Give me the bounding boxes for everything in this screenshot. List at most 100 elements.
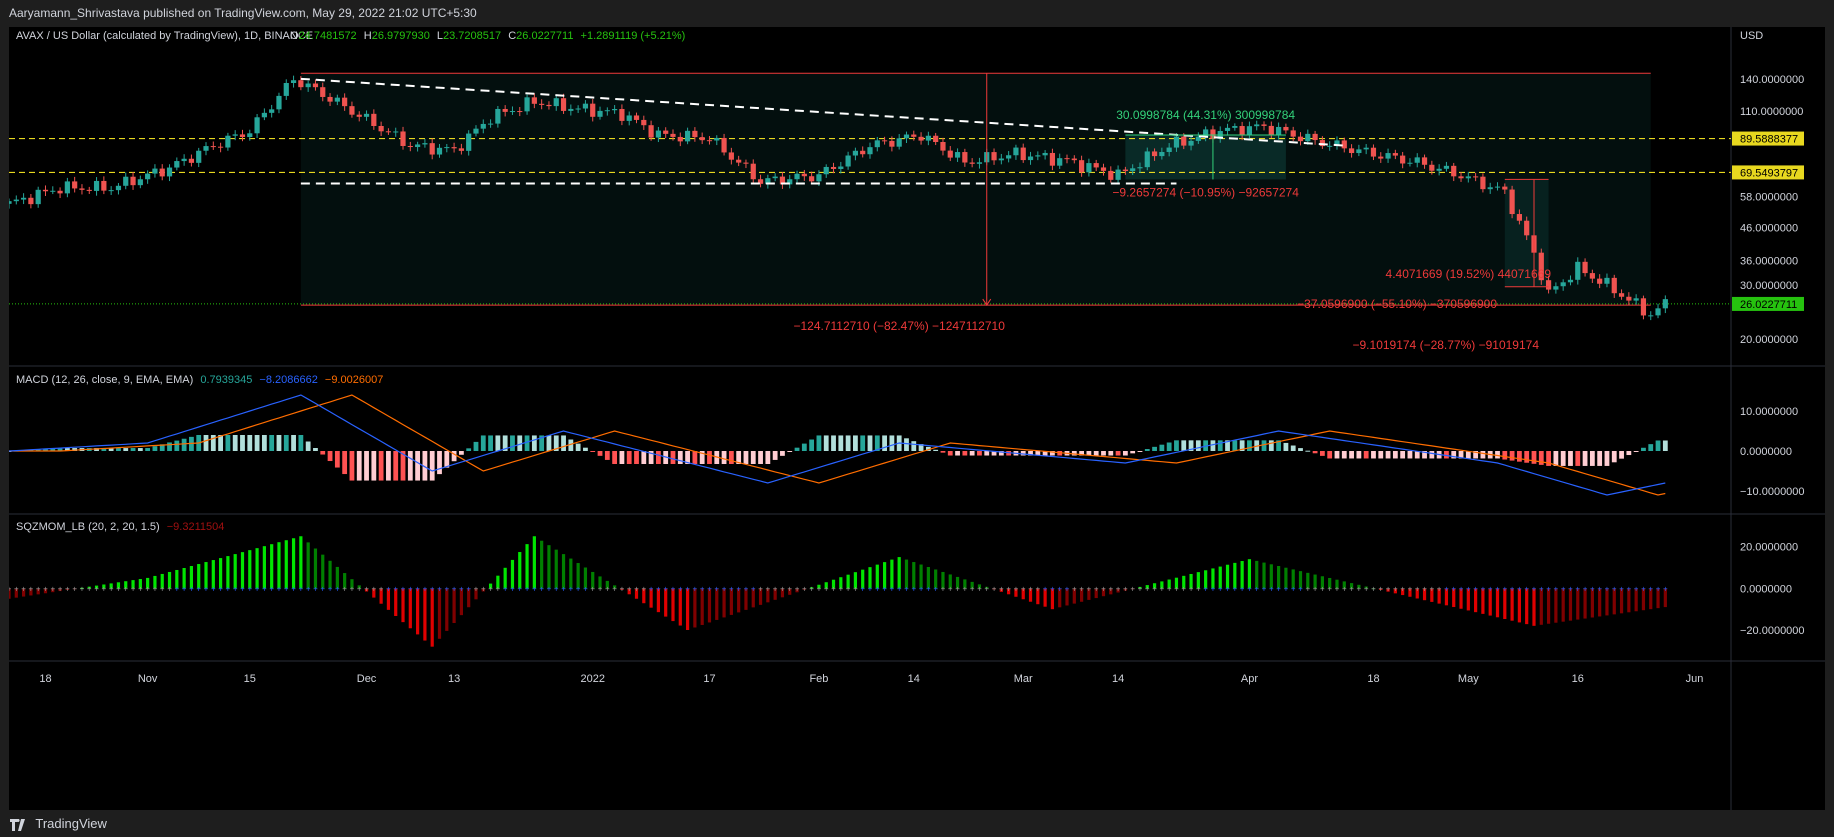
candle-body [1013,147,1019,156]
candle-body [196,150,202,163]
macd-histogram-bar [568,439,574,451]
sqz-dot: + [911,584,916,593]
sqz-bar [1072,588,1076,604]
sqz-dot: + [620,584,625,593]
tradingview-footer[interactable]: TradingView [0,810,1834,837]
sqz-bar [204,562,208,589]
last-price-badge[interactable] [1732,296,1804,311]
sqz-dot: + [1575,584,1580,593]
sqz-dot: + [1284,584,1289,593]
macd-histogram-bar [1334,451,1340,459]
sqz-bar [58,588,62,592]
macd-signal-line[interactable] [9,394,1666,496]
macd-histogram-bar [1407,451,1413,459]
sqz-bar [700,588,704,625]
macd-histogram-bar [203,435,209,451]
sqz-bar [788,588,792,595]
sqz-dot: + [882,584,887,593]
sqz-dot: + [1254,584,1259,593]
annotation-measure-may[interactable]: −37.0596900 (−55.10%) −370596900 [1297,297,1497,311]
macd-histogram-bar [1137,451,1143,452]
candle-body [509,111,516,113]
candle-body [1509,189,1515,215]
macd-histogram-bar [298,435,304,451]
chart-svg[interactable]: 30.0998784 (44.31%) 300998784 −9.2657274 … [6,27,1825,810]
macd-histogram-bar [772,451,778,460]
macd-histogram-bar [969,451,975,456]
sqz-bar [7,588,11,599]
sqz-dot: + [1349,584,1354,593]
sqz-bar [1371,588,1376,590]
macd-histogram-bar [1480,451,1486,459]
annotation-measure-bounce[interactable]: 4.4071669 (19.52%) 44071669 [1386,267,1552,281]
sqz-bar [583,567,588,589]
sqz-dot: + [1612,584,1617,593]
sqz-dot: + [459,584,464,593]
sqz-dot: + [1057,584,1062,593]
sqz-dot: + [1342,584,1347,593]
sqz-dot: + [423,584,428,593]
level-price-badge[interactable] [1732,131,1804,146]
descending-trendline[interactable] [300,77,1345,147]
sqz-bar [1437,588,1441,604]
macd-histogram-bar [1166,442,1172,451]
sqz-bar [1415,588,1419,599]
sqz-bar [1568,588,1573,621]
sqz-dot: + [1335,584,1340,593]
sqz-bar [707,588,712,623]
sqz-dot: + [102,584,107,593]
sqz-bar [437,588,442,639]
sqz-bar [875,564,879,589]
sqz-bar [919,564,923,589]
sqz-bar [138,579,142,589]
sqz-dot: + [1014,584,1019,593]
chart-area[interactable]: 30.0998784 (44.31%) 300998784 −9.2657274 … [6,27,1825,810]
candle-body [232,134,238,136]
sqz-bar [715,588,719,620]
sqz-bar [240,552,245,589]
candle-body [283,83,289,96]
macd-histogram-bar [240,435,245,451]
macd-histogram-bar [349,451,355,481]
macd-histogram-bar [130,448,136,451]
sqz-dot: + [371,584,376,593]
candle-body [1648,315,1654,317]
sqz-dot: + [109,584,114,593]
macd-histogram-bar [247,435,253,451]
candle-body [254,117,260,134]
sqz-dot: + [182,584,187,593]
sqz-dot: + [1021,584,1026,593]
sqz-bar [970,581,974,589]
annotation-measure-last[interactable]: −9.1019174 (−28.77%) −91019174 [1353,338,1540,352]
symbol-legend[interactable]: AVAX / US Dollar (calculated by TradingV… [16,30,313,42]
candle-body [188,158,195,163]
sqz-dot: + [240,584,245,593]
candle-body [655,130,661,138]
annotation-measure-big[interactable]: −124.7112710 (−82.47%) −1247112710 [793,319,1005,333]
macd-legend[interactable]: MACD (12, 26, close, 9, EMA, EMA) 0.7939… [16,374,383,386]
macd-histogram-bar [43,448,48,451]
macd-histogram-bar [254,435,260,451]
measure-zone-big[interactable] [300,73,1651,306]
sqz-legend[interactable]: SQZMOM_LB (20, 2, 20, 1.5) −9.3211504 [16,521,224,533]
sqz-bar [817,584,821,589]
sqz-dot: + [1430,584,1435,593]
level-price-badge[interactable] [1732,165,1804,180]
sqz-dot: + [1035,584,1040,593]
candle-body [1662,299,1668,309]
time-tick-label: 16 [1572,673,1584,685]
sqz-bar [1546,588,1551,624]
macd-histogram-bar [1159,444,1165,451]
sqz-dot: + [408,584,413,593]
sqz-bar [277,542,281,589]
candle-body [298,80,304,88]
sqz-dot: + [1634,584,1639,593]
macd-histogram-bar [677,451,683,464]
macd-line[interactable] [8,394,1666,496]
sqz-bar [1094,588,1098,599]
sqz-bar [1605,588,1609,616]
annotation-measure-mar[interactable]: −9.2657274 (−10.95%) −92657274 [1112,185,1299,199]
macd-histogram-bar [816,435,822,451]
annotation-measure-up[interactable]: 30.0998784 (44.31%) 300998784 [1116,108,1295,122]
macd-histogram-bar [707,451,712,464]
